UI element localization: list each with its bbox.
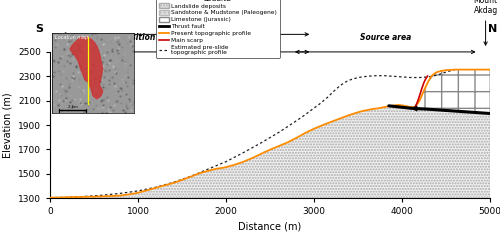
X-axis label: Distance (m): Distance (m) (238, 222, 302, 232)
Text: Mount
Akdag: Mount Akdag (474, 0, 498, 45)
Y-axis label: Elevation (m): Elevation (m) (2, 92, 12, 158)
Text: Source area: Source area (360, 33, 411, 42)
Text: S: S (35, 24, 43, 34)
Polygon shape (50, 70, 490, 198)
Text: N: N (488, 24, 497, 34)
Text: Deposition and Transportation area: Deposition and Transportation area (110, 33, 262, 42)
Legend: Landslide deposits, Sandstone & Mudstone (Paleogene), Limestone (Jurassic), Thru: Landslide deposits, Sandstone & Mudstone… (156, 0, 280, 58)
Polygon shape (389, 70, 490, 114)
